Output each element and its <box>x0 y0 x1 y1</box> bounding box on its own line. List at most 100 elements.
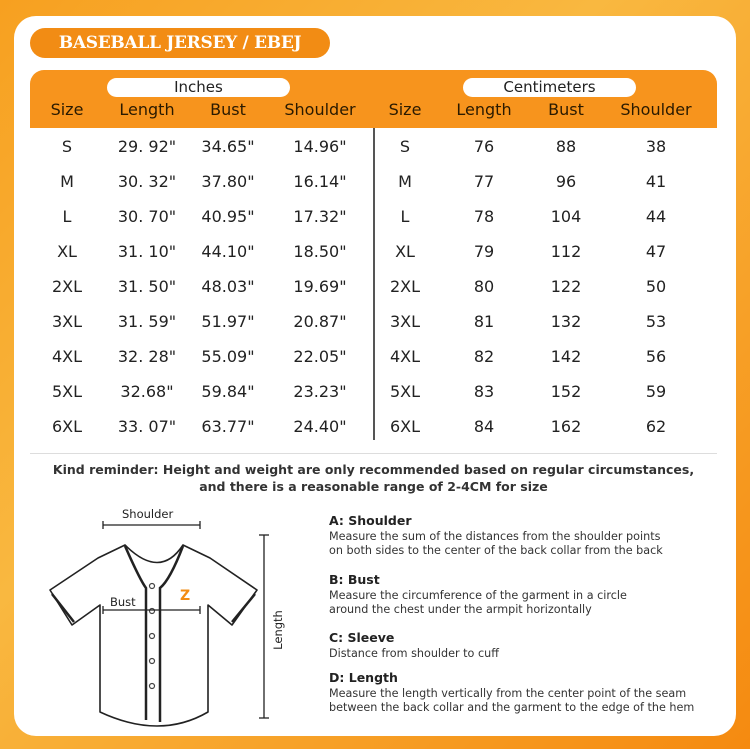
table-cell: 40.95" <box>201 207 255 226</box>
table-cell: 30. 70" <box>117 207 177 226</box>
centimeters-label: Centimeters <box>463 78 636 97</box>
table-cell: 5XL <box>51 382 83 401</box>
table-cell: 3XL <box>389 312 421 331</box>
table-header: Inches Centimeters <box>30 70 717 128</box>
description-title: B: Bust <box>329 572 380 587</box>
column-header: Shoulder <box>284 100 356 119</box>
description-text: between the back collar and the garment … <box>329 701 695 714</box>
description-text: Distance from shoulder to cuff <box>329 646 499 660</box>
table-cell: 88 <box>555 137 577 156</box>
table-cell: 22.05" <box>293 347 347 366</box>
table-cell: 78 <box>473 207 495 226</box>
table-cell: 81 <box>473 312 495 331</box>
description-item: D: Length Measure the length vertically f… <box>329 670 695 716</box>
table-cell: 19.69" <box>293 277 347 296</box>
table-cell: 4XL <box>51 347 83 366</box>
column-header: Length <box>119 100 175 119</box>
table-cell: 53 <box>645 312 667 331</box>
column-header: Size <box>50 100 84 119</box>
table-cell: 18.50" <box>293 242 347 261</box>
description-title: A: Shoulder <box>329 513 412 528</box>
table-cell: 63.77" <box>201 417 255 436</box>
table-cell: 59 <box>645 382 667 401</box>
reminder-line: Kind reminder: Height and weight are onl… <box>52 462 695 477</box>
table-cell: 96 <box>555 172 577 191</box>
table-cell: 62 <box>645 417 667 436</box>
table-cell: 31. 59" <box>117 312 177 331</box>
bust-label: Bust <box>110 595 136 609</box>
table-cell: 77 <box>473 172 495 191</box>
table-cell: M <box>398 172 412 191</box>
table-cell: 2XL <box>51 277 83 296</box>
table-cell: 32. 28" <box>117 347 177 366</box>
table-cell: L <box>400 207 410 226</box>
table-cell: 50 <box>645 277 667 296</box>
table-cell: 122 <box>550 277 582 296</box>
table-cell: 34.65" <box>201 137 255 156</box>
length-label: Length <box>270 610 285 650</box>
description-item: A: Shoulder Measure the sum of the distan… <box>329 513 663 559</box>
table-cell: 76 <box>473 137 495 156</box>
table-cell: 132 <box>550 312 582 331</box>
table-cell: 104 <box>550 207 582 226</box>
table-cell: 3XL <box>51 312 83 331</box>
description-text: Measure the circumference of the garment… <box>329 588 627 602</box>
description-title: D: Length <box>329 670 398 685</box>
table-cell: 17.32" <box>293 207 347 226</box>
table-cell: 82 <box>473 347 495 366</box>
table-cell: M <box>60 172 74 191</box>
table-cell: 24.40" <box>293 417 347 436</box>
table-cell: 47 <box>645 242 667 261</box>
kind-reminder: Kind reminder: Height and weight are onl… <box>30 461 717 495</box>
table-cell: S <box>399 137 411 156</box>
shoulder-label: Shoulder <box>122 507 174 521</box>
description-item: B: Bust Measure the circumference of the … <box>329 572 627 618</box>
table-cell: 37.80" <box>201 172 255 191</box>
table-cell: 44.10" <box>201 242 255 261</box>
table-cell: 152 <box>550 382 582 401</box>
table-cell: XL <box>395 242 415 261</box>
table-cell: 79 <box>473 242 495 261</box>
table-cell: 44 <box>645 207 667 226</box>
table-cell: 16.14" <box>293 172 347 191</box>
table-cell: 80 <box>473 277 495 296</box>
column-header: Size <box>388 100 422 119</box>
table-cell: XL <box>57 242 77 261</box>
table-cell: 33. 07" <box>117 417 177 436</box>
table-cell: 112 <box>550 242 582 261</box>
table-cell: 56 <box>645 347 667 366</box>
table-cell: 32.68" <box>120 382 174 401</box>
table-cell: 83 <box>473 382 495 401</box>
table-cell: 5XL <box>389 382 421 401</box>
table-cell: 6XL <box>51 417 83 436</box>
table-cell: 31. 50" <box>117 277 177 296</box>
table-cell: 23.23" <box>293 382 347 401</box>
unit-divider <box>373 128 375 440</box>
table-cell: 162 <box>550 417 582 436</box>
table-cell: 142 <box>550 347 582 366</box>
table-cell: 48.03" <box>201 277 255 296</box>
description-text: Measure the length vertically from the c… <box>329 686 687 700</box>
brand-logo: Z <box>180 588 190 604</box>
table-cell: 38 <box>645 137 667 156</box>
table-cell: 4XL <box>389 347 421 366</box>
description-item: C: Sleeve Distance from shoulder to cuff <box>329 630 499 661</box>
table-cell: 2XL <box>389 277 421 296</box>
table-cell: S <box>61 137 73 156</box>
jersey-diagram: Z <box>49 521 269 727</box>
table-cell: L <box>62 207 72 226</box>
description-text: around the chest under the armpit horizo… <box>329 603 592 616</box>
section-divider <box>30 453 717 454</box>
column-header: Bust <box>210 100 246 119</box>
inches-label: Inches <box>107 78 290 97</box>
page-title: BASEBALL JERSEY / EBEJ <box>30 28 330 58</box>
table-cell: 29. 92" <box>117 137 177 156</box>
table-cell: 55.09" <box>201 347 255 366</box>
column-header: Shoulder <box>620 100 692 119</box>
table-cell: 41 <box>645 172 667 191</box>
table-cell: 20.87" <box>293 312 347 331</box>
table-cell: 6XL <box>389 417 421 436</box>
column-header: Length <box>456 100 512 119</box>
table-cell: 51.97" <box>201 312 255 331</box>
table-cell: 84 <box>473 417 495 436</box>
